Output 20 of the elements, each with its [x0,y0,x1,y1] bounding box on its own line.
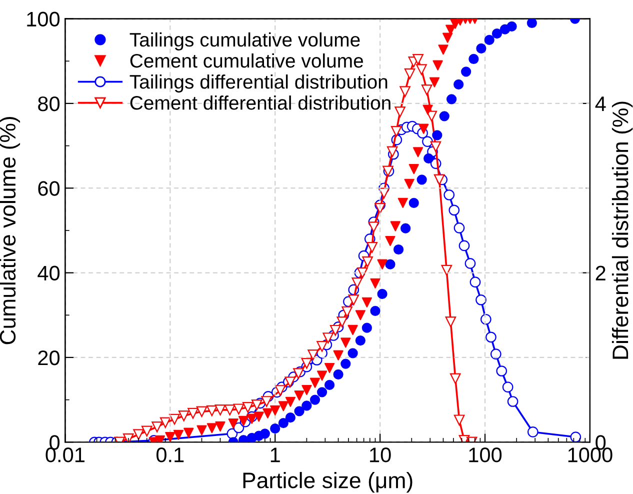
y2-tick-label: 4 [595,96,606,111]
x-tick-label: 0.1 [156,448,184,462]
x-axis-title: Particle size (μm) [243,472,412,493]
y-tick-label: 20 [38,350,60,366]
legend-label: Tailings differential distribution [130,74,388,93]
y-tick-label: 60 [38,181,60,196]
y-tick-label: 100 [27,12,60,27]
legend-label: Tailings cumulative volume [130,32,360,51]
y-tick-label: 40 [38,266,60,281]
legend-label: Cement cumulative volume [130,53,364,68]
x-tick-label: 10 [370,448,391,462]
legend-label: Cement differential distribution [130,96,390,110]
x-tick-label: 0.01 [46,448,84,462]
y2-axis-title: Differential distribution (%) [612,102,633,359]
x-tick-label: 1000 [568,448,612,462]
y-tick-label: 80 [38,96,60,112]
y2-tick-label: 2 [596,266,606,280]
x-tick-label: 100 [469,448,502,462]
x-tick-label: 1 [270,448,280,462]
y2-tick-label: 0 [596,435,606,450]
